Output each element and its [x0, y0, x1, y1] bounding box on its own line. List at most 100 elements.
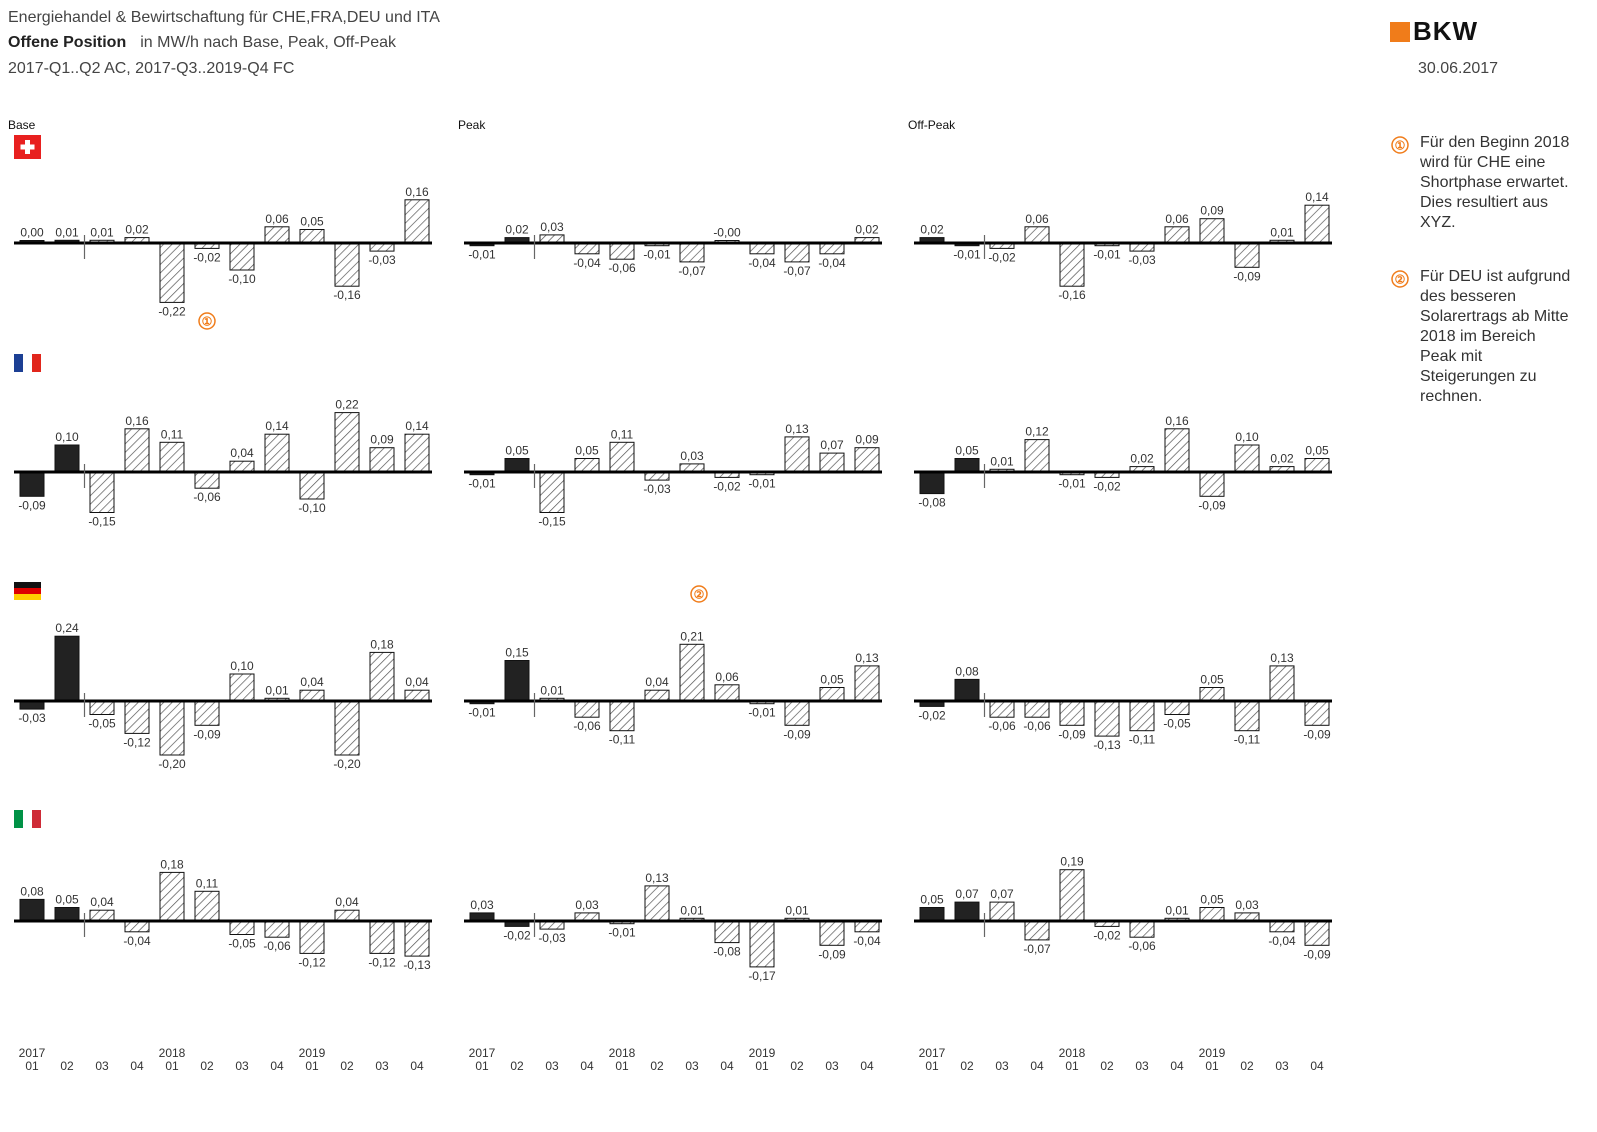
- data-label-ita-peak-8: -0,08: [713, 945, 741, 959]
- data-label-deu-peak-3: 0,01: [540, 683, 564, 697]
- bar-fra-peak-11: [819, 452, 845, 473]
- bar-ita-peak-6: [644, 885, 670, 922]
- x-tick-quarter-offpeak-12: 04: [1310, 1059, 1324, 1073]
- x-tick-year-peak-2017: 2017: [469, 1046, 496, 1060]
- report-title: Energiehandel & Bewirtschaftung für CHE,…: [8, 9, 440, 26]
- x-tick-year-offpeak-2018: 2018: [1059, 1046, 1086, 1060]
- bar-deu-base-6: [194, 700, 220, 726]
- data-label-deu-peak-10: -0,09: [783, 727, 811, 741]
- data-label-ita-off-peak-2: 0,07: [955, 887, 979, 901]
- data-label-che-off-peak-4: 0,06: [1025, 212, 1049, 226]
- x-tick-quarter-base-2: 02: [60, 1059, 74, 1073]
- column-title-base: Base: [8, 118, 36, 132]
- x-tick-quarter-offpeak-4: 04: [1030, 1059, 1044, 1073]
- data-label-deu-base-4: -0,12: [123, 735, 151, 749]
- bar-che-off-peak-5: [1059, 242, 1085, 287]
- bar-deu-off-peak-6: [1094, 700, 1120, 737]
- data-label-ita-off-peak-6: -0,02: [1093, 928, 1121, 942]
- bar-deu-off-peak-12: [1304, 700, 1330, 726]
- svg-text:①: ①: [1395, 139, 1406, 153]
- data-label-ita-base-6: 0,11: [196, 876, 219, 890]
- bar-fra-base-3: [89, 471, 115, 513]
- data-label-fra-peak-11: 0,07: [820, 438, 844, 452]
- bar-ita-base-2: [54, 907, 80, 922]
- x-tick-year-base-2018: 2018: [159, 1046, 186, 1060]
- bar-che-peak-4: [574, 242, 600, 255]
- data-label-ita-peak-11: -0,09: [818, 947, 846, 961]
- data-label-deu-base-6: -0,09: [193, 727, 221, 741]
- data-label-che-base-6: -0,02: [193, 250, 221, 264]
- data-label-che-off-peak-2: -0,01: [953, 248, 981, 262]
- bar-ita-base-11: [369, 920, 395, 954]
- data-label-ita-peak-2: -0,02: [503, 928, 531, 942]
- bar-fra-base-7: [229, 460, 255, 473]
- bar-fra-peak-3: [539, 471, 565, 513]
- data-label-ita-base-7: -0,05: [228, 937, 256, 951]
- bar-deu-off-peak-7: [1129, 700, 1155, 732]
- bar-deu-base-2: [54, 635, 80, 702]
- bar-ita-off-peak-9: [1199, 907, 1225, 922]
- bar-deu-off-peak-8: [1164, 700, 1190, 715]
- data-label-che-base-1: 0,00: [20, 226, 44, 240]
- data-label-che-base-5: -0,22: [158, 304, 186, 318]
- data-label-ita-peak-3: -0,03: [538, 931, 566, 945]
- data-label-che-peak-8: -0,00: [713, 226, 741, 240]
- column-title-peak: Peak: [458, 118, 486, 132]
- data-label-deu-peak-2: 0,15: [505, 646, 529, 660]
- data-label-deu-off-peak-5: -0,09: [1058, 727, 1086, 741]
- data-label-che-base-10: -0,16: [333, 288, 361, 302]
- bar-fra-base-10: [334, 412, 360, 473]
- bar-ita-base-8: [264, 920, 290, 938]
- data-label-fra-base-12: 0,14: [405, 419, 429, 433]
- note-1-number-icon: ①: [1391, 136, 1409, 154]
- data-label-ita-peak-5: -0,01: [608, 926, 636, 940]
- x-tick-quarter-offpeak-7: 03: [1135, 1059, 1149, 1073]
- bar-deu-base-9: [299, 689, 325, 702]
- data-label-fra-peak-2: 0,05: [505, 444, 529, 458]
- data-label-deu-peak-11: 0,05: [820, 673, 844, 687]
- bar-fra-peak-12: [854, 447, 880, 473]
- data-label-che-base-7: -0,10: [228, 272, 256, 286]
- data-label-ita-base-4: -0,04: [123, 934, 151, 948]
- x-tick-quarter-peak-7: 03: [685, 1059, 699, 1073]
- bar-deu-base-11: [369, 651, 395, 702]
- bar-deu-peak-8: [714, 684, 740, 702]
- x-tick-year-base-2019: 2019: [299, 1046, 326, 1060]
- data-label-fra-base-1: -0,09: [18, 498, 46, 512]
- bar-ita-off-peak-3: [989, 901, 1015, 922]
- data-label-deu-off-peak-3: -0,06: [988, 719, 1016, 733]
- bar-ita-off-peak-1: [919, 907, 945, 922]
- data-label-che-base-11: -0,03: [368, 253, 396, 267]
- x-tick-year-offpeak-2019: 2019: [1199, 1046, 1226, 1060]
- x-tick-quarter-base-7: 03: [235, 1059, 249, 1073]
- bar-deu-off-peak-5: [1059, 700, 1085, 726]
- data-label-ita-off-peak-9: 0,05: [1200, 893, 1224, 907]
- bar-fra-base-6: [194, 471, 220, 489]
- subtitle-bold: Offene Position: [8, 34, 127, 51]
- data-label-che-peak-10: -0,07: [783, 264, 811, 278]
- bar-deu-peak-10: [784, 700, 810, 726]
- data-label-ita-off-peak-11: -0,04: [1268, 934, 1296, 948]
- data-label-fra-base-3: -0,15: [88, 515, 116, 529]
- bar-ita-off-peak-5: [1059, 869, 1085, 922]
- bar-ita-base-6: [194, 890, 220, 922]
- data-label-che-peak-3: 0,03: [540, 220, 564, 234]
- data-label-deu-peak-8: 0,06: [715, 670, 739, 684]
- data-label-ita-off-peak-7: -0,06: [1128, 939, 1156, 953]
- data-label-fra-off-peak-11: 0,02: [1270, 452, 1294, 466]
- data-label-deu-peak-4: -0,06: [573, 719, 601, 733]
- report-date: 30.06.2017: [1418, 60, 1499, 77]
- data-label-fra-peak-3: -0,15: [538, 515, 566, 529]
- data-label-deu-base-1: -0,03: [18, 711, 46, 725]
- bar-che-peak-5: [609, 242, 635, 260]
- x-tick-quarter-peak-3: 03: [545, 1059, 559, 1073]
- svg-text:①: ①: [202, 315, 213, 329]
- x-tick-quarter-peak-5: 01: [615, 1059, 629, 1073]
- data-label-deu-base-8: 0,01: [265, 683, 289, 697]
- bar-ita-off-peak-12: [1304, 920, 1330, 946]
- bar-ita-base-1: [19, 898, 45, 922]
- bar-deu-base-3: [89, 700, 115, 715]
- data-label-deu-base-7: 0,10: [230, 659, 254, 673]
- x-tick-quarter-peak-12: 04: [860, 1059, 874, 1073]
- bar-fra-base-2: [54, 444, 80, 473]
